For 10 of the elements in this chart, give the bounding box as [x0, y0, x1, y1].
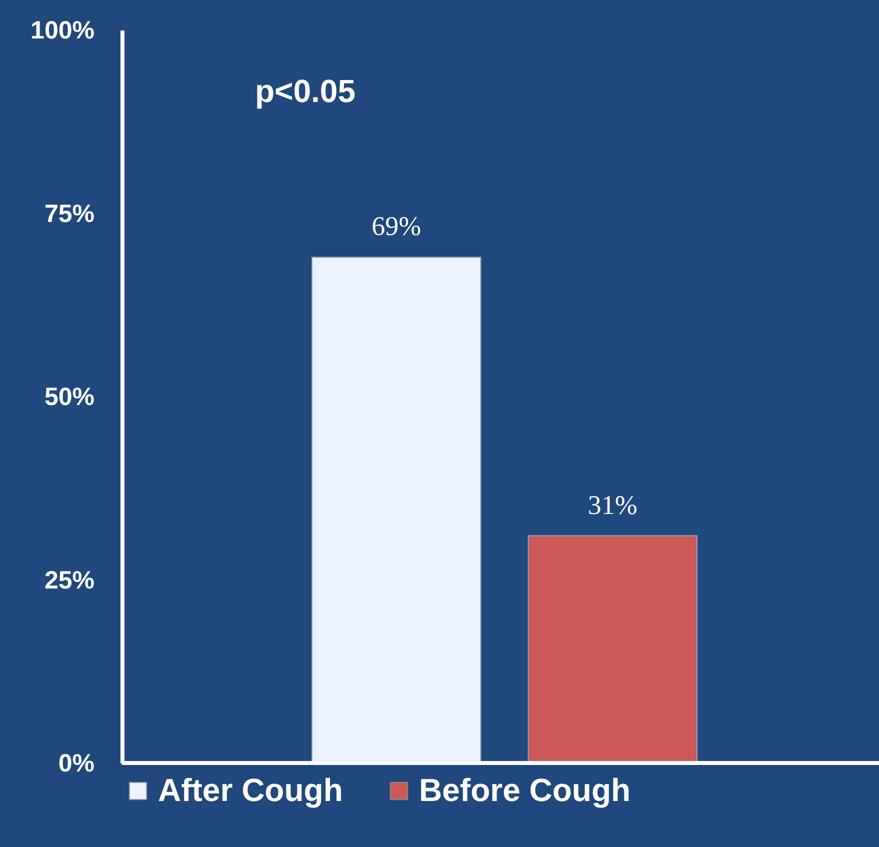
y-tick-label: 50% [44, 383, 94, 411]
annotation: p<0.05 [255, 73, 356, 109]
legend-label: Before Cough [419, 772, 631, 808]
data-label: 69% [372, 211, 422, 242]
legend-label: After Cough [158, 772, 343, 808]
y-tick-label: 100% [30, 16, 94, 44]
y-tick-label: 75% [44, 200, 94, 228]
data-label: 31% [588, 490, 638, 520]
y-tick-label: 25% [44, 566, 94, 594]
y-tick-label: 0% [58, 750, 94, 778]
